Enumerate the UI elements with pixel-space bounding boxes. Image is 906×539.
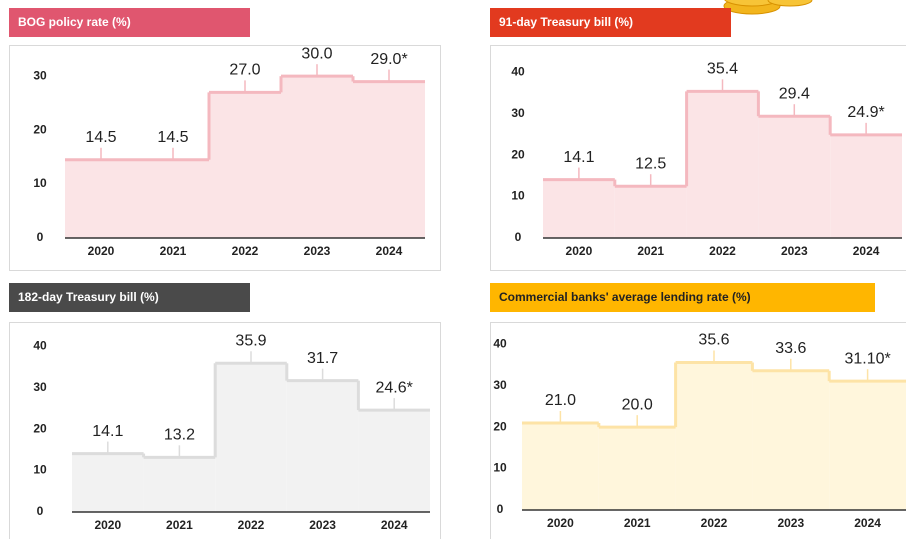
value-label: 14.5 bbox=[157, 129, 188, 146]
step-area bbox=[72, 454, 144, 512]
chart-panel: BOG policy rate (%) 0 10 20 30 14.5 2020 14.5 20… bbox=[9, 8, 441, 271]
step-area bbox=[829, 381, 906, 510]
x-tick-label: 2023 bbox=[781, 244, 808, 258]
y-tick-label: 30 bbox=[33, 68, 47, 82]
step-area bbox=[752, 371, 829, 510]
step-area bbox=[543, 180, 615, 238]
x-tick-label: 2023 bbox=[777, 516, 804, 530]
y-tick-label: 30 bbox=[511, 106, 525, 120]
value-label: 35.4 bbox=[707, 61, 738, 78]
step-area bbox=[599, 427, 676, 510]
x-tick-label: 2024 bbox=[853, 244, 880, 258]
step-area bbox=[65, 160, 137, 238]
step-area bbox=[758, 116, 830, 238]
x-tick-label: 2020 bbox=[566, 244, 593, 258]
x-tick-label: 2021 bbox=[166, 518, 193, 532]
value-label: 14.1 bbox=[92, 423, 123, 440]
x-tick-label: 2022 bbox=[701, 516, 728, 530]
step-area bbox=[830, 135, 902, 238]
value-label: 12.5 bbox=[635, 155, 666, 172]
y-tick-label: 10 bbox=[511, 189, 525, 203]
step-area bbox=[687, 91, 759, 238]
step-area bbox=[144, 457, 216, 512]
x-tick-label: 2024 bbox=[381, 518, 408, 532]
panel-title: BOG policy rate (%) bbox=[18, 15, 131, 29]
step-area bbox=[522, 423, 599, 510]
y-tick-label: 20 bbox=[33, 122, 47, 136]
step-area bbox=[215, 363, 287, 512]
x-tick-label: 2020 bbox=[547, 516, 574, 530]
y-tick-label: 40 bbox=[493, 336, 507, 350]
x-tick-label: 2020 bbox=[88, 244, 115, 258]
chart-panel: 91-day Treasury bill (%) 0 10 20 30 40 14.1 202… bbox=[490, 8, 906, 271]
x-tick-label: 2020 bbox=[94, 518, 121, 532]
step-area bbox=[281, 76, 353, 238]
value-label: 14.1 bbox=[563, 149, 594, 166]
value-label: 24.6* bbox=[376, 379, 413, 396]
panel-title: Commercial banks' average lending rate (… bbox=[499, 290, 751, 304]
y-tick-label: 20 bbox=[33, 421, 47, 435]
coins-decoration bbox=[724, 0, 812, 14]
step-area bbox=[676, 363, 753, 510]
y-tick-label: 30 bbox=[33, 380, 47, 394]
value-label: 31.7 bbox=[307, 350, 338, 367]
y-tick-label: 0 bbox=[37, 504, 44, 518]
x-tick-label: 2022 bbox=[709, 244, 736, 258]
chart-panel: 182-day Treasury bill (%) 0 10 20 30 40 14.1 20… bbox=[9, 283, 441, 539]
y-tick-label: 10 bbox=[33, 463, 47, 477]
y-tick-label: 0 bbox=[37, 230, 44, 244]
x-tick-label: 2024 bbox=[854, 516, 881, 530]
step-area bbox=[353, 82, 425, 238]
y-tick-label: 40 bbox=[33, 338, 47, 352]
value-label: 33.6 bbox=[775, 340, 806, 357]
dashboard: BOG policy rate (%)010203014.5202014.520… bbox=[0, 0, 906, 539]
step-area bbox=[287, 381, 359, 512]
value-label: 30.0 bbox=[301, 45, 332, 62]
value-label: 31.10* bbox=[844, 350, 890, 367]
x-tick-label: 2021 bbox=[637, 244, 664, 258]
x-tick-label: 2021 bbox=[160, 244, 187, 258]
step-area bbox=[615, 186, 687, 238]
value-label: 13.2 bbox=[164, 427, 195, 444]
value-label: 20.0 bbox=[622, 396, 653, 413]
y-tick-label: 10 bbox=[493, 461, 507, 475]
value-label: 21.0 bbox=[545, 392, 576, 409]
value-label: 35.6 bbox=[698, 332, 729, 349]
x-tick-label: 2022 bbox=[232, 244, 259, 258]
x-tick-label: 2022 bbox=[238, 518, 265, 532]
y-tick-label: 20 bbox=[511, 147, 525, 161]
x-tick-label: 2024 bbox=[376, 244, 403, 258]
y-tick-label: 20 bbox=[493, 419, 507, 433]
step-area bbox=[137, 160, 209, 238]
value-label: 24.9* bbox=[847, 104, 884, 121]
value-label: 29.0* bbox=[370, 51, 407, 68]
value-label: 27.0 bbox=[229, 62, 260, 79]
y-tick-label: 30 bbox=[493, 378, 507, 392]
chart-panel: Commercial banks' average lending rate (… bbox=[490, 283, 906, 539]
value-label: 29.4 bbox=[779, 85, 810, 102]
x-tick-label: 2023 bbox=[309, 518, 336, 532]
y-tick-label: 0 bbox=[497, 502, 504, 516]
x-tick-label: 2021 bbox=[624, 516, 651, 530]
step-area bbox=[358, 410, 430, 512]
y-tick-label: 10 bbox=[33, 176, 47, 190]
y-tick-label: 0 bbox=[515, 230, 522, 244]
step-area bbox=[209, 92, 281, 238]
panel-title: 182-day Treasury bill (%) bbox=[18, 290, 159, 304]
panel-title: 91-day Treasury bill (%) bbox=[499, 15, 633, 29]
y-tick-label: 40 bbox=[511, 64, 525, 78]
value-label: 14.5 bbox=[85, 129, 116, 146]
x-tick-label: 2023 bbox=[304, 244, 331, 258]
value-label: 35.9 bbox=[235, 332, 266, 349]
